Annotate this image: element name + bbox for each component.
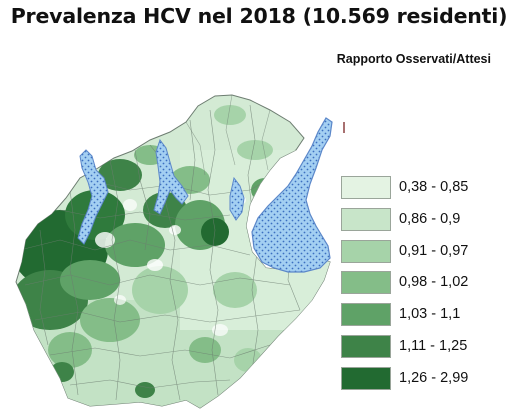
lake-iseo [229,176,245,221]
map-title: Prevalenza HCV nel 2018 (10.569 resident… [10,4,508,28]
legend-item-1: 0,38 - 0,85 [341,176,501,200]
legend-item-4: 0,98 - 1,02 [341,271,501,295]
legend-item-7: 1,26 - 2,99 [341,366,501,391]
lombardy-region [15,94,345,409]
legend-swatch [341,334,391,358]
legend-item-3: 0,91 - 0,97 [341,239,501,264]
legend-label: 0,86 - 0,9 [399,210,461,227]
legend-item-2: 0,86 - 0,9 [341,207,501,232]
lake-garda [251,117,333,273]
legend-swatch [341,271,391,295]
lake-maggiore [77,149,109,245]
legend-swatch [341,207,391,231]
legend-item-5: 1,03 - 1,1 [341,303,501,327]
legend-swatch [341,239,391,263]
legend-item-6: 1,11 - 1,25 [341,334,501,359]
legend-swatch [341,303,391,327]
lake-como [153,138,189,215]
legend-label: 1,03 - 1,1 [399,306,461,323]
legend-label: 0,98 - 1,02 [399,274,469,291]
legend-swatch [341,366,391,390]
map-subtitle: Rapporto Osservati/Attesi [336,52,491,66]
legend-swatch [341,176,391,199]
legend: 0,38 - 0,85 0,86 - 0,9 0,91 - 0,97 0,98 … [341,176,501,399]
legend-label: 0,91 - 0,97 [399,242,469,259]
legend-label: 1,26 - 2,99 [399,369,469,386]
legend-label: 1,11 - 1,25 [399,337,468,354]
legend-label: 0,38 - 0,85 [399,179,469,195]
